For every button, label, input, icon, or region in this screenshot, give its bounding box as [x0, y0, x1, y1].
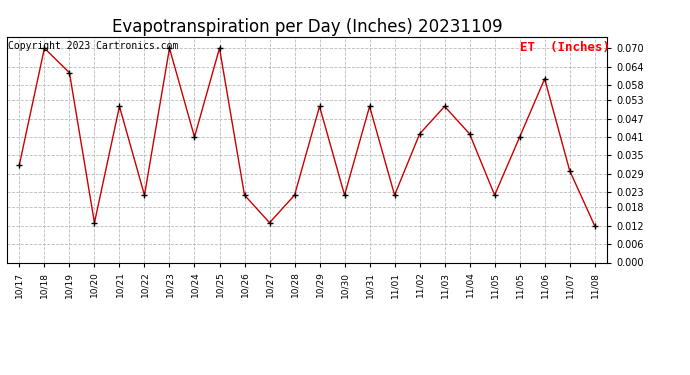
Text: Copyright 2023 Cartronics.com: Copyright 2023 Cartronics.com — [8, 41, 179, 51]
Text: ET  (Inches): ET (Inches) — [520, 41, 610, 54]
Title: Evapotranspiration per Day (Inches) 20231109: Evapotranspiration per Day (Inches) 2023… — [112, 18, 502, 36]
